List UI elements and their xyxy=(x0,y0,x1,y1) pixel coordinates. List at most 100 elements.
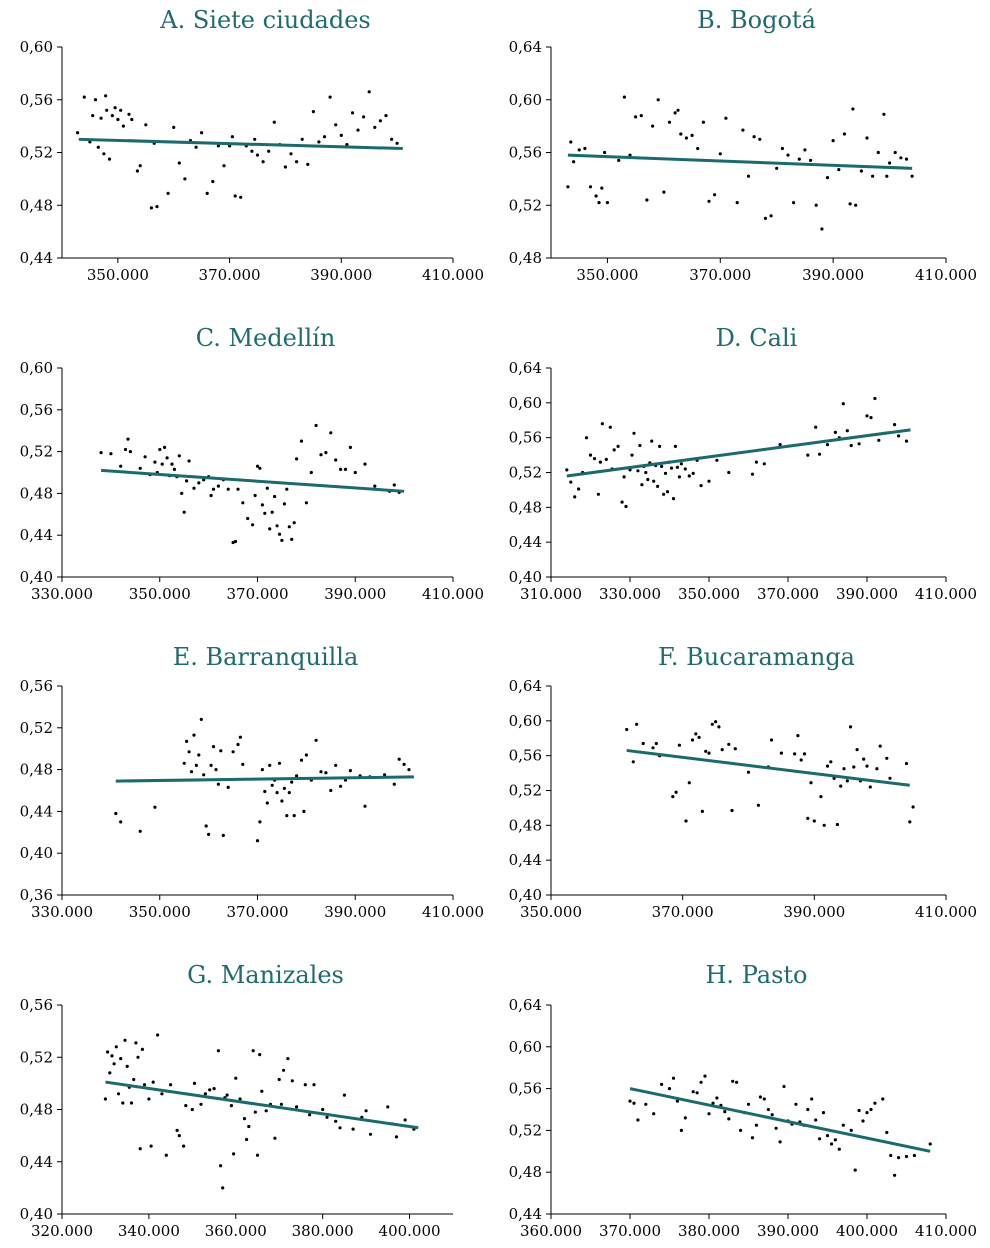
data-point xyxy=(394,1135,399,1139)
x-tick-label: 400.000 xyxy=(836,1222,898,1240)
data-point xyxy=(821,1111,826,1115)
data-point xyxy=(634,115,638,119)
data-point xyxy=(373,484,377,488)
y-tick-label: 0,44 xyxy=(509,533,542,551)
data-point xyxy=(99,116,103,120)
data-point xyxy=(170,462,174,466)
x-tick-label: 410.000 xyxy=(915,585,977,603)
data-point xyxy=(285,487,289,491)
data-point xyxy=(238,1097,242,1101)
y-tick-label: 0,40 xyxy=(20,1205,53,1223)
data-point xyxy=(802,752,807,756)
data-point xyxy=(673,444,678,448)
data-point xyxy=(684,136,689,140)
data-point xyxy=(397,757,401,761)
chart-panel-6: F. Bucaramanga 0,40 0,44 0,48 0,52 0,56 0,60 0,… xyxy=(509,643,977,921)
data-point xyxy=(205,191,209,195)
data-point xyxy=(577,487,581,491)
x-tick-label: 390.000 xyxy=(757,1222,819,1240)
data-point xyxy=(202,773,206,777)
data-point xyxy=(904,157,909,161)
data-point xyxy=(598,460,603,464)
panel-title: D. Cali xyxy=(716,324,798,352)
data-point xyxy=(135,169,139,173)
data-point xyxy=(272,120,276,124)
data-point xyxy=(720,748,724,752)
panel-title: H. Pasto xyxy=(706,961,808,989)
y-tick-label: 0,44 xyxy=(20,526,53,544)
data-point xyxy=(714,720,718,724)
data-point xyxy=(770,1113,774,1117)
data-point xyxy=(871,174,875,178)
data-point xyxy=(638,443,642,448)
data-point xyxy=(403,1118,407,1122)
data-point xyxy=(251,523,255,527)
data-point xyxy=(175,1128,179,1132)
data-point xyxy=(225,1093,229,1097)
data-point xyxy=(877,438,881,442)
data-point xyxy=(841,402,845,406)
data-point xyxy=(707,479,711,483)
data-point xyxy=(758,137,762,141)
y-tick-label: 0,40 xyxy=(509,886,542,904)
data-point xyxy=(260,768,264,772)
data-point xyxy=(384,114,388,118)
data-point xyxy=(245,1137,249,1142)
data-point xyxy=(746,174,751,178)
data-point xyxy=(138,466,142,470)
data-point xyxy=(848,202,852,206)
panel-title: E. Barranquilla xyxy=(173,643,359,671)
y-tick-label: 0,48 xyxy=(20,761,53,779)
data-point xyxy=(383,773,387,777)
data-point xyxy=(182,761,186,765)
data-point xyxy=(300,137,304,141)
data-point xyxy=(121,124,125,128)
data-point xyxy=(882,112,886,116)
data-point xyxy=(127,112,131,116)
data-point xyxy=(825,764,830,768)
x-tick-label: 390.000 xyxy=(836,585,898,603)
data-point xyxy=(208,1088,212,1092)
x-tick-label: 410.000 xyxy=(422,266,484,284)
data-point xyxy=(651,124,655,128)
data-point xyxy=(314,423,318,428)
data-point xyxy=(329,788,333,793)
data-point xyxy=(311,110,315,114)
x-tick-label: 360.000 xyxy=(205,1222,267,1240)
data-point xyxy=(677,475,682,479)
panel-title: G. Manizales xyxy=(187,961,344,989)
x-tick-label: 370.000 xyxy=(652,903,714,921)
data-point xyxy=(694,732,698,736)
data-point xyxy=(362,115,366,119)
data-point xyxy=(762,1097,766,1101)
data-point xyxy=(636,1118,640,1122)
data-point xyxy=(651,746,655,750)
data-point xyxy=(185,479,189,483)
data-point xyxy=(292,521,296,525)
data-point xyxy=(119,1057,123,1061)
data-point xyxy=(814,203,818,207)
data-point xyxy=(881,1097,885,1101)
y-tick-label: 0,64 xyxy=(509,38,542,56)
y-tick-label: 0,64 xyxy=(509,359,542,377)
data-point xyxy=(275,524,279,528)
data-point xyxy=(806,1107,810,1112)
data-point xyxy=(114,811,118,816)
data-point xyxy=(766,1107,770,1112)
data-point xyxy=(236,487,240,491)
data-point xyxy=(258,466,262,470)
data-point xyxy=(164,1153,168,1157)
data-point xyxy=(635,722,639,726)
data-point xyxy=(885,756,889,760)
data-point xyxy=(612,448,616,452)
y-tick-label: 0,60 xyxy=(20,359,53,377)
data-point xyxy=(640,483,644,487)
data-point xyxy=(125,1064,129,1068)
data-point xyxy=(865,414,869,418)
data-point xyxy=(216,1049,220,1053)
data-point xyxy=(718,152,722,156)
data-point xyxy=(363,804,367,808)
data-point xyxy=(829,760,833,764)
data-point xyxy=(715,1096,719,1100)
